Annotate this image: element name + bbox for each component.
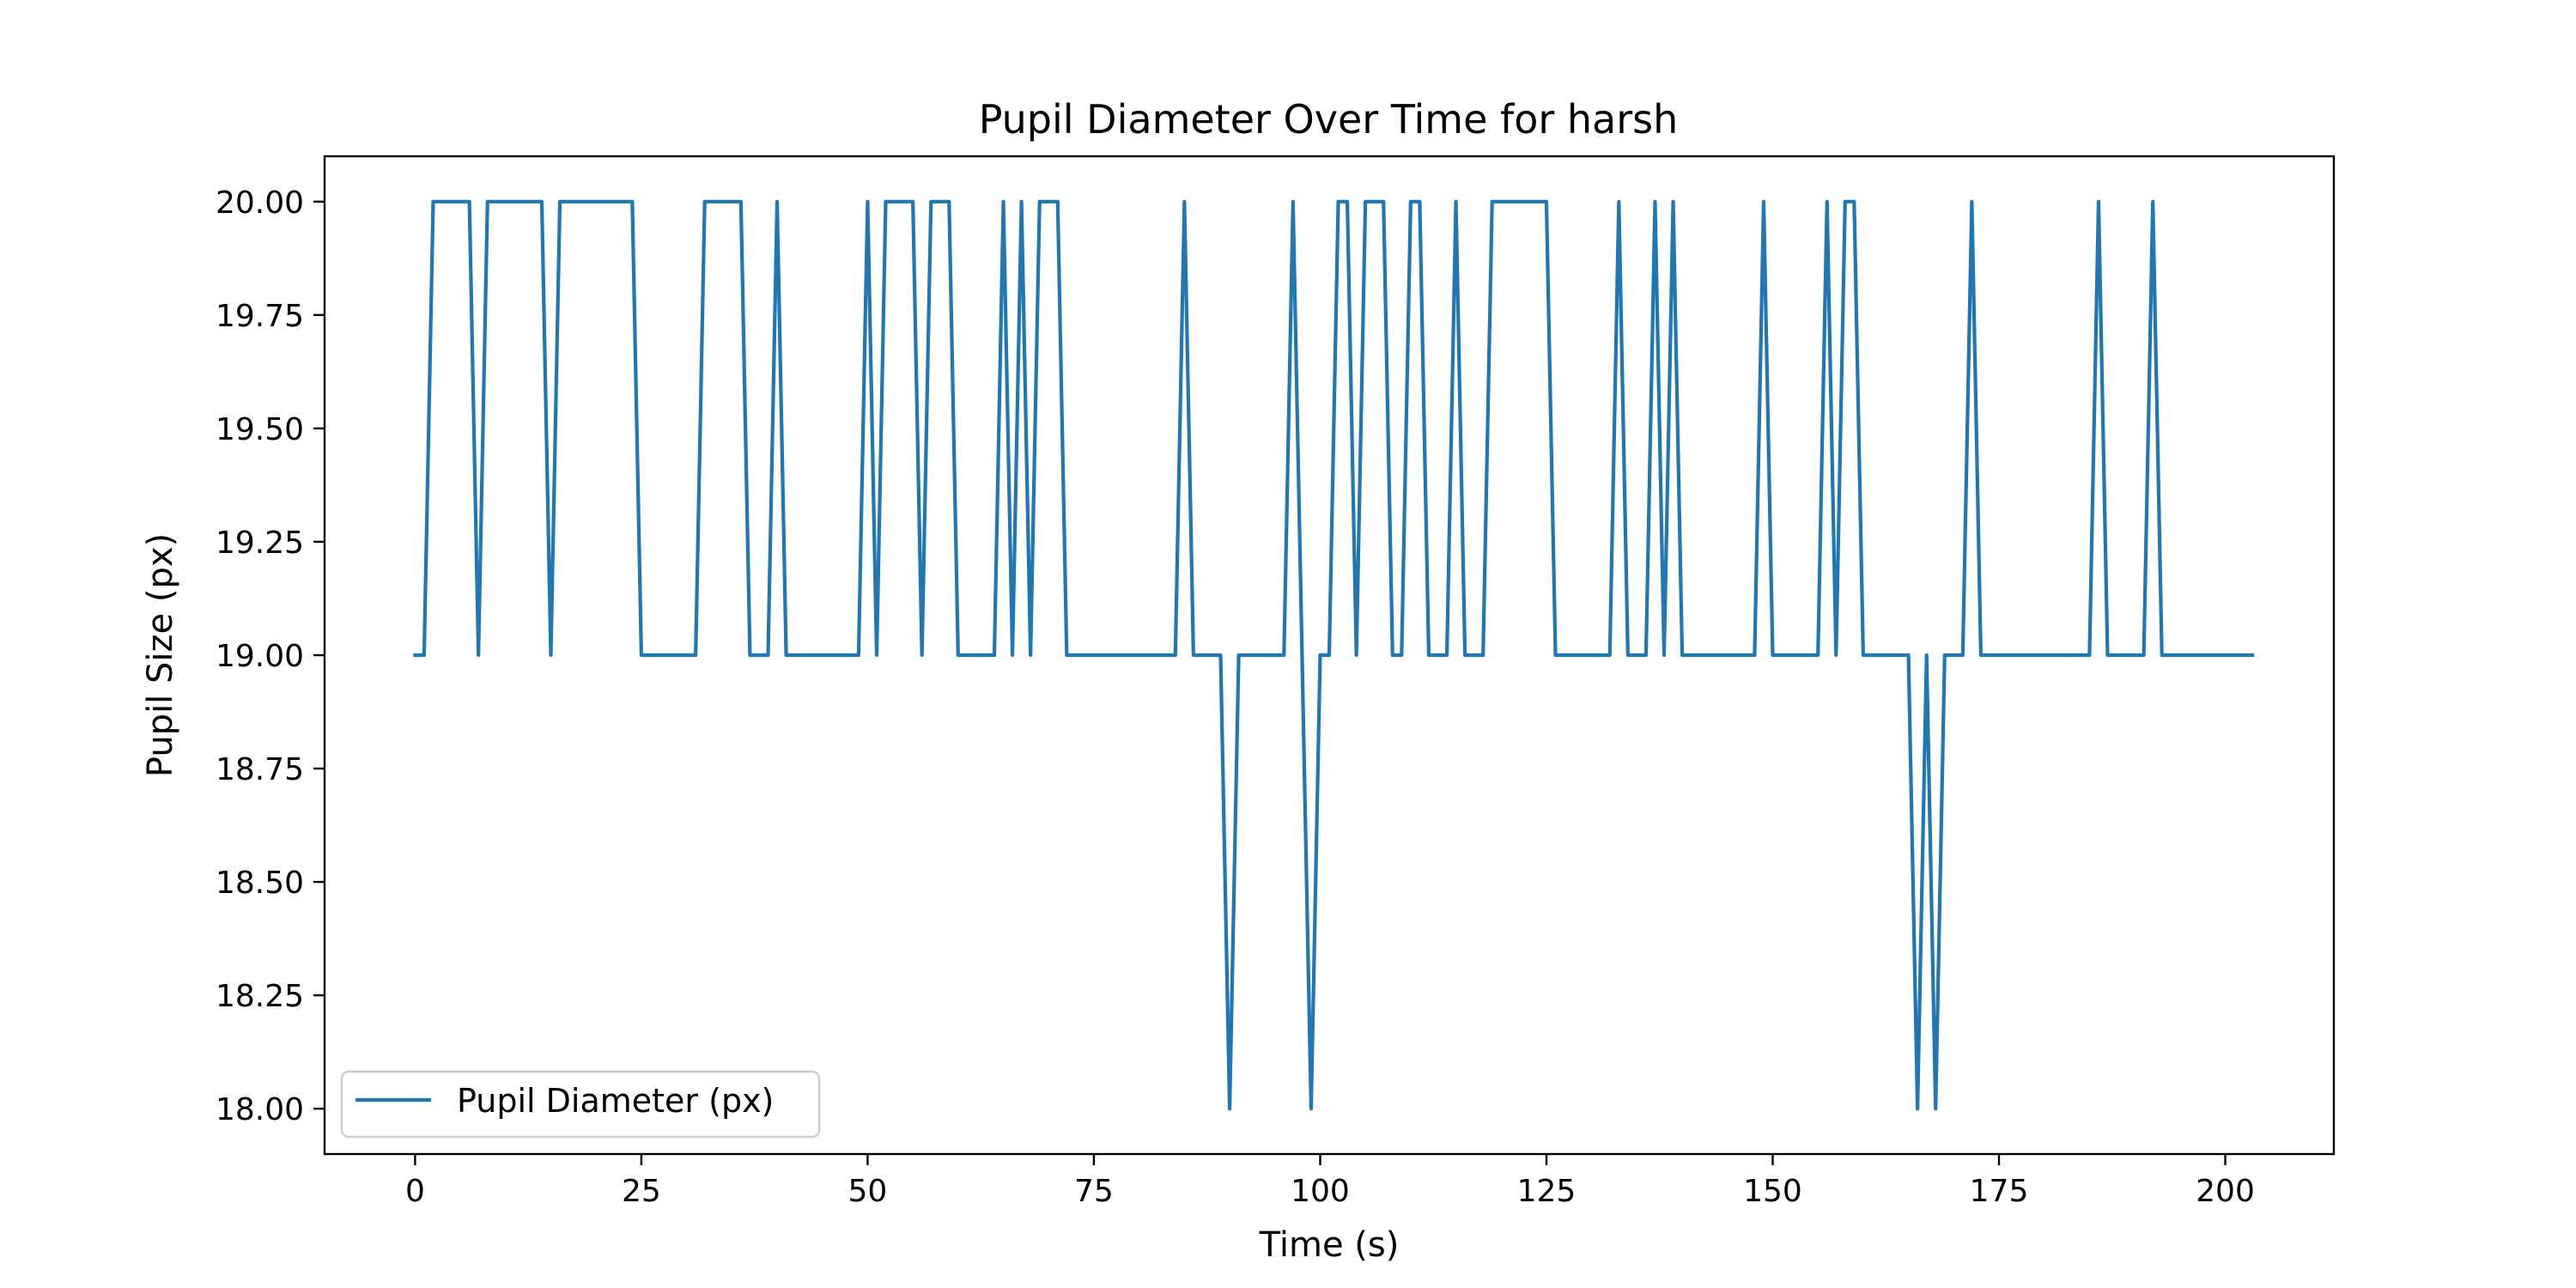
- x-axis-label: Time (s): [1259, 1225, 1400, 1265]
- y-tick-label: 18.50: [216, 866, 304, 901]
- x-tick-label: 50: [848, 1174, 888, 1209]
- x-tick-label: 175: [1970, 1174, 2029, 1209]
- x-tick-label: 25: [622, 1174, 661, 1209]
- x-tick-label: 0: [405, 1174, 425, 1209]
- x-tick-label: 200: [2196, 1174, 2255, 1209]
- legend-box: [340, 1070, 821, 1139]
- y-axis-label: Pupil Size (px): [141, 533, 180, 777]
- y-tick-label: 20.00: [216, 185, 304, 221]
- x-tick-label: 100: [1291, 1174, 1350, 1209]
- legend: Pupil Diameter (px): [340, 1070, 821, 1139]
- y-tick-label: 19.75: [216, 299, 304, 334]
- legend-label: Pupil Diameter (px): [457, 1082, 774, 1120]
- y-tick-label: 18.75: [216, 752, 304, 787]
- y-tick-label: 18.00: [216, 1092, 304, 1127]
- plot-frame: [323, 155, 2336, 1156]
- axis-ticks: 0 25 50 75 100 125 150 175 200 18.00 18.25 18.50 18.…: [216, 185, 2255, 1209]
- y-tick-label: 19.00: [216, 639, 304, 674]
- y-tick-label: 18.25: [216, 979, 304, 1014]
- x-tick-label: 125: [1517, 1174, 1577, 1209]
- chart-title: Pupil Diameter Over Time for harsh: [979, 96, 1679, 143]
- y-tick-label: 19.50: [216, 412, 304, 447]
- y-tick-label: 19.25: [216, 526, 304, 561]
- series-line-pupil-diameter: [413, 199, 2255, 1111]
- x-tick-label: 150: [1743, 1174, 1802, 1209]
- x-tick-label: 75: [1074, 1174, 1114, 1209]
